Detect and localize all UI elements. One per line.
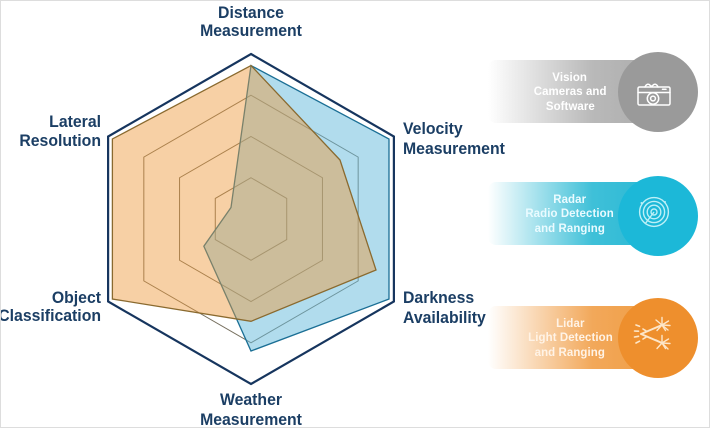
svg-text:Velocity: Velocity bbox=[403, 120, 463, 138]
svg-text:Lateral: Lateral bbox=[49, 113, 101, 131]
svg-text:Object: Object bbox=[52, 289, 102, 307]
svg-text:Measurement: Measurement bbox=[200, 411, 303, 428]
svg-text:Measurement: Measurement bbox=[403, 140, 506, 158]
svg-text:Measurement: Measurement bbox=[200, 22, 303, 40]
svg-text:Darkness: Darkness bbox=[403, 289, 474, 307]
svg-text:Distance: Distance bbox=[218, 4, 284, 22]
svg-text:Availability: Availability bbox=[403, 309, 486, 327]
svg-text:Weather: Weather bbox=[220, 391, 282, 409]
svg-text:Resolution: Resolution bbox=[19, 132, 101, 150]
svg-text:Classification: Classification bbox=[1, 307, 101, 325]
